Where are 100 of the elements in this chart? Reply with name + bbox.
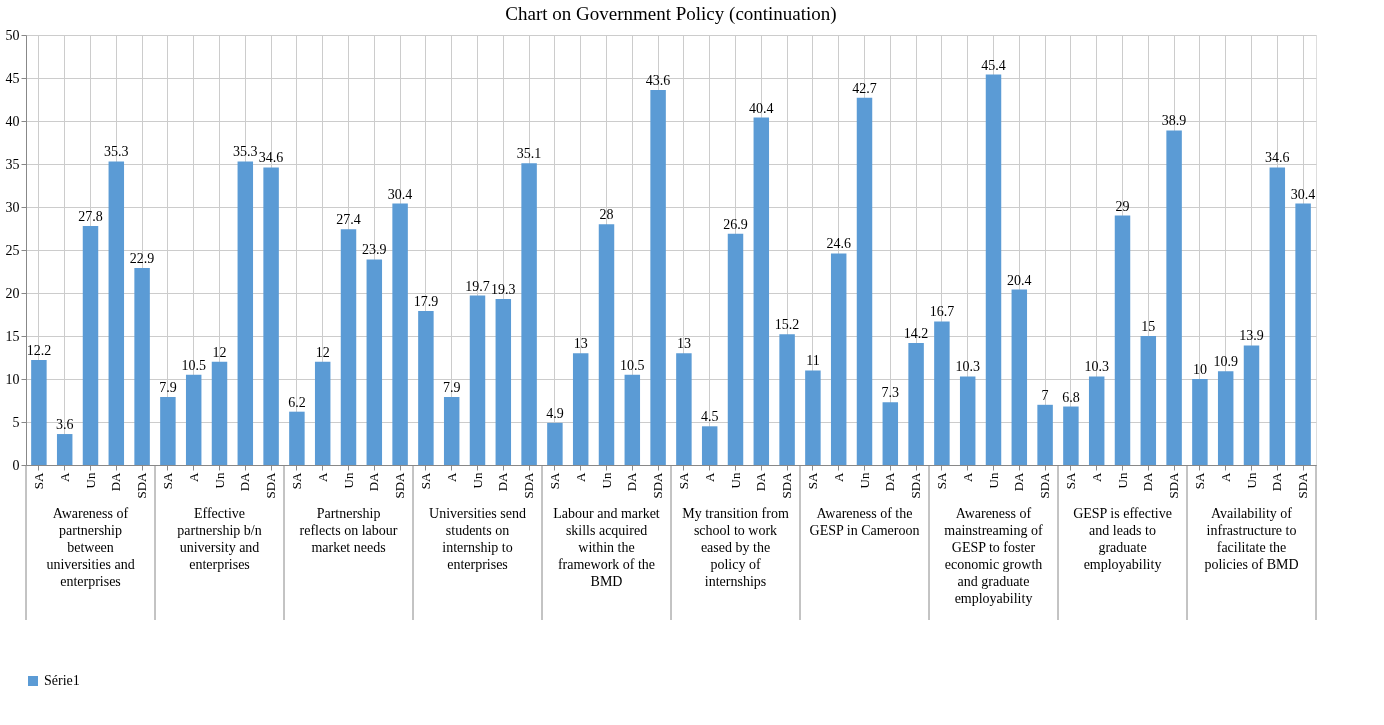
x-tick-label: SA bbox=[546, 471, 562, 490]
data-label: 27.8 bbox=[78, 208, 103, 224]
x-tick-label: A bbox=[56, 471, 72, 482]
data-label: 16.7 bbox=[929, 304, 955, 320]
y-tick-label: 25 bbox=[5, 242, 20, 258]
data-label: 10.3 bbox=[955, 359, 980, 375]
x-tick-label: SA bbox=[933, 471, 949, 490]
x-tick-label: SA bbox=[675, 471, 691, 490]
x-tick-label: Un bbox=[985, 472, 1001, 489]
data-label: 19.3 bbox=[491, 282, 516, 298]
x-tick-label: Un bbox=[1114, 472, 1130, 489]
x-tick-label: A bbox=[959, 471, 975, 482]
y-tick-label: 50 bbox=[5, 27, 20, 43]
x-tick-label: A bbox=[314, 471, 330, 482]
y-tick-label: 15 bbox=[5, 328, 20, 344]
x-tick-label: DA bbox=[237, 471, 253, 492]
x-tick-label: DA bbox=[882, 471, 898, 492]
text: Awareness of the GESP in Cameroon bbox=[809, 506, 920, 538]
x-tick-label: SA bbox=[1191, 471, 1207, 490]
data-label: 24.6 bbox=[826, 236, 851, 252]
x-tick-label: A bbox=[185, 471, 201, 482]
x-tick-label: SDA bbox=[392, 471, 408, 499]
bar bbox=[1063, 406, 1079, 465]
x-tick-label: SA bbox=[159, 471, 175, 490]
data-label: 4.9 bbox=[546, 405, 564, 421]
x-tick-label: SDA bbox=[1037, 471, 1053, 499]
x-tick-label: SDA bbox=[521, 471, 537, 499]
x-tick-label: SDA bbox=[263, 471, 279, 499]
y-tick-label: 0 bbox=[12, 457, 20, 473]
bar bbox=[1243, 345, 1260, 465]
y-tick-label: 10 bbox=[5, 371, 20, 387]
y-tick-label: 40 bbox=[5, 113, 20, 129]
bar bbox=[314, 361, 331, 465]
x-tick-label: SDA bbox=[650, 471, 666, 499]
data-label: 43.6 bbox=[645, 73, 671, 89]
text: Labour and market skills acquired within the framework of the BMD bbox=[553, 506, 660, 589]
bar bbox=[908, 342, 924, 465]
data-label: 22.9 bbox=[129, 251, 155, 267]
data-label: 45.4 bbox=[981, 57, 1006, 73]
data-label: 19.7 bbox=[465, 278, 490, 294]
bar bbox=[1295, 203, 1311, 465]
x-tick-label: SA bbox=[804, 471, 820, 490]
bar bbox=[340, 229, 357, 465]
data-label: 6.8 bbox=[1062, 389, 1080, 405]
legend-label: Série1 bbox=[44, 673, 80, 688]
data-label: 10.5 bbox=[620, 357, 645, 373]
x-tick-label: DA bbox=[624, 471, 640, 492]
x-tick-label: Un bbox=[1243, 472, 1259, 489]
x-tick-label: Un bbox=[469, 472, 485, 489]
data-label: 38.9 bbox=[1161, 113, 1187, 129]
chart-title: Chart on Government Policy (continuation) bbox=[505, 3, 837, 25]
data-label: 20.4 bbox=[1007, 272, 1032, 288]
x-tick-label: DA bbox=[1011, 471, 1027, 492]
bar bbox=[495, 299, 512, 465]
bar bbox=[263, 167, 279, 465]
bar bbox=[753, 117, 770, 465]
x-tick-label: SDA bbox=[779, 471, 795, 499]
x-tick-label: A bbox=[1217, 471, 1233, 482]
data-label: 6.2 bbox=[288, 394, 306, 410]
text: Partnership reflects on labour market needs bbox=[299, 506, 398, 555]
x-tick-label: SA bbox=[1062, 471, 1078, 490]
bar bbox=[805, 370, 821, 465]
data-label: 29 bbox=[1115, 198, 1130, 214]
x-tick-label: SDA bbox=[134, 471, 150, 499]
data-label: 35.1 bbox=[516, 146, 542, 162]
bar bbox=[185, 374, 202, 465]
x-tick-label: A bbox=[1088, 471, 1104, 482]
x-tick-label: DA bbox=[108, 471, 124, 492]
x-tick-label: A bbox=[701, 471, 717, 482]
bar bbox=[934, 321, 950, 465]
bar bbox=[1166, 130, 1182, 465]
text: My transition from school to work eased by the policy of internships bbox=[682, 506, 789, 589]
x-tick-label: A bbox=[443, 471, 459, 482]
x-tick-label: Un bbox=[598, 472, 614, 489]
bar bbox=[211, 361, 228, 465]
bar bbox=[289, 411, 305, 465]
data-label: 23.9 bbox=[362, 242, 387, 258]
x-tick-label: SA bbox=[417, 471, 433, 490]
bar bbox=[650, 90, 666, 465]
y-tick-label: 30 bbox=[5, 199, 20, 215]
bar bbox=[676, 353, 692, 465]
x-tick-label: Un bbox=[82, 472, 98, 489]
data-label: 7.3 bbox=[881, 385, 900, 401]
bar bbox=[469, 295, 486, 465]
data-label: 35.3 bbox=[104, 144, 129, 160]
text: Availability of infrastructure to facilitate the policies of BMD bbox=[1204, 506, 1299, 572]
bar bbox=[830, 253, 847, 465]
bar bbox=[1037, 404, 1053, 465]
text: GESP is effective and leads to graduate employability bbox=[1073, 506, 1172, 572]
bar bbox=[547, 422, 563, 465]
bar bbox=[1192, 379, 1208, 465]
bar bbox=[160, 397, 176, 465]
x-tick-label: SA bbox=[30, 471, 46, 490]
x-tick-label: Un bbox=[211, 472, 227, 489]
x-tick-label: DA bbox=[1269, 471, 1285, 492]
y-tick-label: 20 bbox=[5, 285, 20, 301]
data-label: 10.9 bbox=[1213, 354, 1238, 370]
bar bbox=[856, 97, 873, 465]
data-label: 7.9 bbox=[159, 380, 177, 396]
text: Awareness of mainstreaming of GESP to foster economic growth and graduate employability bbox=[944, 506, 1044, 606]
